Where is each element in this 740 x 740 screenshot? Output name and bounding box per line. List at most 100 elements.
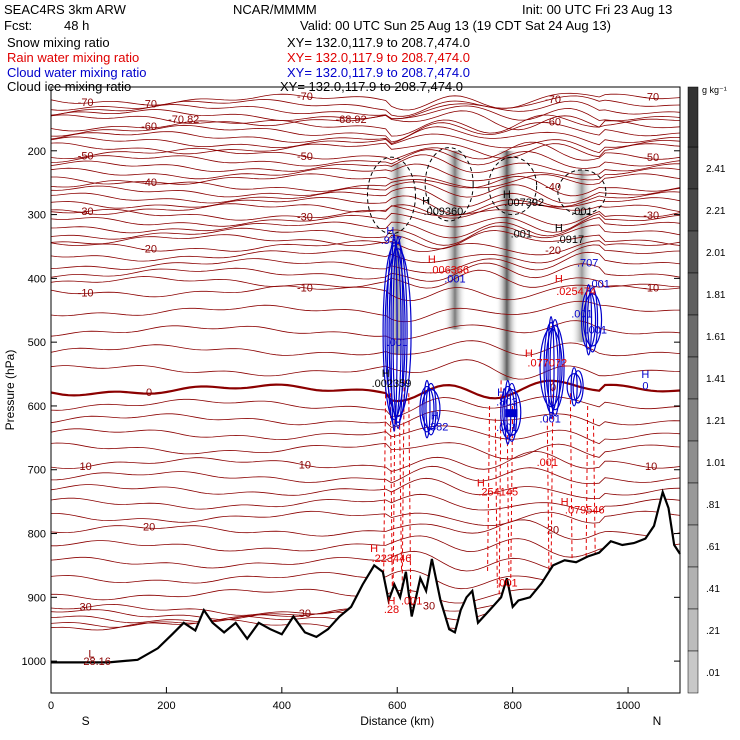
isotherm-line (50, 205, 681, 226)
isotherm-label: -50 (297, 151, 313, 163)
forecast-label: Fcst: (4, 18, 33, 33)
isotherm-label: -30 (643, 210, 659, 222)
colorbar-segment (687, 440, 699, 484)
cloud-water-contour (388, 242, 408, 424)
isotherm-label: -40 (141, 177, 157, 189)
annotation-label: .002359 (372, 378, 412, 390)
annotation-label: H (555, 273, 563, 285)
isotherm-label: -60 (141, 121, 157, 133)
isotherm-label: -50 (643, 152, 659, 164)
x-axis-label: Distance (km) (360, 714, 434, 728)
annotation-label: H (387, 596, 395, 608)
y-tick-label: 300 (28, 210, 46, 222)
isotherm-line (50, 175, 681, 197)
annotation-label: .025474 (556, 286, 596, 298)
annotation-label: H (497, 387, 505, 399)
init-time: Init: 00 UTC Fri 23 Aug 13 (522, 2, 673, 17)
annotation-label: .001 (387, 337, 408, 349)
isotherm-line (50, 269, 681, 289)
cloud-water-contour (570, 367, 578, 407)
rain-contour (392, 405, 396, 604)
isotherm-label: -10 (297, 282, 313, 294)
isotherm-line (50, 92, 681, 111)
isotherm-label: -70 (545, 94, 561, 106)
annotation-label: -68.92 (335, 114, 366, 126)
isotherm-label: 10 (299, 460, 311, 472)
y-tick-label: 800 (28, 529, 46, 541)
colorbar-label: 2.41 (706, 164, 726, 175)
isotherm-label: -10 (78, 288, 94, 300)
cloud-water-contour (566, 373, 582, 401)
annotation-label: H (386, 226, 394, 238)
annotation-label: .077072 (527, 358, 567, 370)
cloud-water-contour (545, 325, 565, 411)
cloud-water-contour (390, 233, 398, 433)
isotherm-line (50, 195, 681, 215)
isotherm-line (50, 141, 681, 161)
isotherm-line (50, 217, 681, 239)
annotation-label: H (503, 189, 511, 201)
cloud-ice-contour (488, 156, 538, 216)
annotation-label: .001 (511, 229, 532, 241)
isotherm-label: -50 (78, 151, 94, 163)
colorbar-segment (687, 524, 699, 568)
cloud-water-contour (384, 248, 412, 418)
colorbar-segment (687, 566, 699, 610)
rain-contour (408, 393, 412, 604)
annotation-label: .707 (577, 257, 598, 269)
cloud-water-contour (539, 328, 563, 408)
isotherm-line (50, 149, 681, 169)
cloud-water-contour (549, 319, 561, 417)
colorbar-label: 1.61 (706, 332, 726, 343)
field-xy-rain: XY= 132.0,117.9 to 208.7,474.0 (287, 50, 470, 65)
annotation-label: .079546 (565, 504, 605, 516)
org-title: NCAR/MMMM (233, 2, 317, 17)
annotation-label: 28.16 (83, 656, 111, 668)
cloud-water-contour (423, 379, 431, 439)
plot-frame (50, 86, 681, 694)
isotherm-label: -70 (297, 91, 313, 103)
isotherm-line (50, 519, 681, 540)
isotherm-line (50, 212, 681, 233)
field-label-snow: Snow mixing ratio (7, 35, 110, 50)
cloud-water-contour (392, 236, 404, 430)
isotherm-line (50, 251, 681, 274)
annotation-label: .254145 (478, 486, 518, 498)
cloud-water-contour (547, 316, 555, 420)
x-tick-label: 400 (273, 700, 291, 712)
annotation-label: .223446 (372, 553, 412, 565)
isotherm-line (50, 114, 681, 137)
colorbar-segment (687, 482, 699, 526)
rain-contour (399, 418, 403, 572)
isotherm-line (50, 300, 680, 323)
isotherm-line (50, 340, 681, 357)
annotation-label: -70.82 (168, 114, 199, 126)
rain-contour (389, 393, 393, 588)
forecast-value: 48 h (64, 18, 90, 33)
cloud-water-contour (543, 322, 559, 414)
annotation-label: 30 (423, 601, 435, 613)
isotherm-label: -70 (643, 92, 659, 104)
colorbar-label: .41 (706, 584, 720, 595)
isotherm-label: 0 (146, 387, 152, 399)
isotherm-label: 10 (645, 461, 657, 473)
isotherm-line (50, 396, 681, 417)
rain-contour (592, 418, 596, 572)
annotation-label: L (88, 648, 94, 660)
isotherm-line (50, 142, 681, 159)
colorbar-segment (687, 230, 699, 274)
field-label-cloudwater: Cloud water mixing ratio (7, 65, 147, 80)
y-axis-label: Pressure (hPa) (3, 350, 17, 431)
cloud-water-max (505, 409, 518, 418)
isotherm-label: 20 (547, 525, 559, 537)
isotherm-line (50, 465, 681, 484)
field-xy-cloudwater: XY= 132.0,117.9 to 208.7,474.0 (287, 65, 470, 80)
annotation-label: .937 (381, 235, 402, 247)
isotherm-label: -60 (545, 117, 561, 129)
isotherm-line (51, 173, 681, 189)
isotherm-line (51, 510, 681, 527)
isotherm-line (50, 493, 681, 513)
colorbar-label: 1.41 (706, 374, 726, 385)
isotherm-line (50, 154, 680, 176)
snow-column-2 (495, 150, 518, 381)
